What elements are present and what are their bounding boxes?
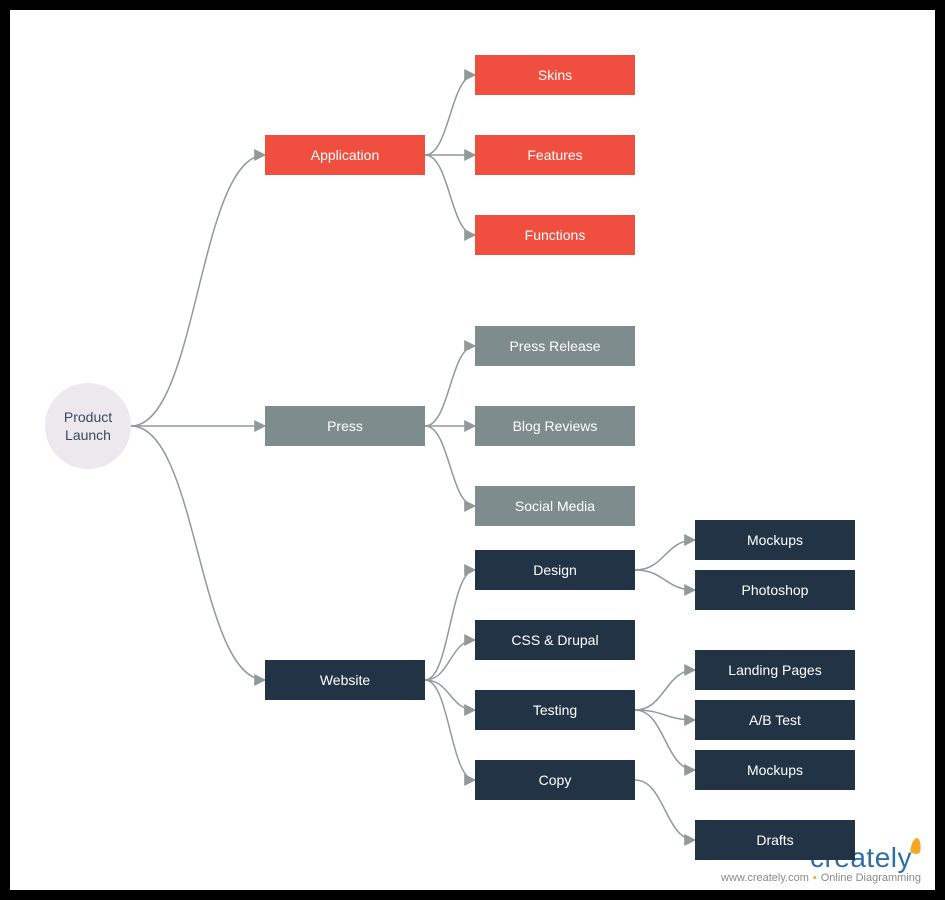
node-label-website: Website — [320, 672, 370, 688]
root-node-label: ProductLaunch — [64, 408, 112, 444]
node-application: Application — [265, 135, 425, 175]
node-drafts: Drafts — [695, 820, 855, 860]
node-css-drupal: CSS & Drupal — [475, 620, 635, 660]
node-label-mockups1: Mockups — [747, 532, 803, 548]
diagram-frame: ProductLaunch creately www.creately.com•… — [0, 0, 945, 900]
node-label-mockups2: Mockups — [747, 762, 803, 778]
node-mockups1: Mockups — [695, 520, 855, 560]
node-label-testing: Testing — [533, 702, 577, 718]
node-label-blog-reviews: Blog Reviews — [513, 418, 598, 434]
node-design: Design — [475, 550, 635, 590]
node-label-css-drupal: CSS & Drupal — [511, 632, 598, 648]
node-label-design: Design — [533, 562, 577, 578]
node-mockups2: Mockups — [695, 750, 855, 790]
flame-icon — [910, 837, 922, 854]
attribution-subline: www.creately.com • Online Diagramming — [721, 872, 921, 884]
node-features: Features — [475, 135, 635, 175]
node-label-photoshop: Photoshop — [742, 582, 809, 598]
node-blog-reviews: Blog Reviews — [475, 406, 635, 446]
root-node-product-launch: ProductLaunch — [45, 383, 131, 469]
node-label-copy: Copy — [539, 772, 572, 788]
node-label-landing-pages: Landing Pages — [728, 662, 821, 678]
node-functions: Functions — [475, 215, 635, 255]
node-copy: Copy — [475, 760, 635, 800]
node-label-press-release: Press Release — [509, 338, 600, 354]
node-testing: Testing — [475, 690, 635, 730]
node-landing-pages: Landing Pages — [695, 650, 855, 690]
separator-dot: • — [813, 872, 817, 884]
node-label-skins: Skins — [538, 67, 572, 83]
node-label-features: Features — [527, 147, 582, 163]
diagram-canvas: ProductLaunch creately www.creately.com•… — [10, 10, 935, 890]
node-website: Website — [265, 660, 425, 700]
node-label-press: Press — [327, 418, 363, 434]
node-photoshop: Photoshop — [695, 570, 855, 610]
node-press-release: Press Release — [475, 326, 635, 366]
attribution-tagline: Online Diagramming — [821, 872, 921, 884]
attribution-url: www.creately.com — [721, 872, 809, 884]
node-label-drafts: Drafts — [756, 832, 793, 848]
node-social-media: Social Media — [475, 486, 635, 526]
node-label-ab-test: A/B Test — [749, 712, 801, 728]
node-ab-test: A/B Test — [695, 700, 855, 740]
node-press: Press — [265, 406, 425, 446]
node-skins: Skins — [475, 55, 635, 95]
node-label-functions: Functions — [525, 227, 586, 243]
node-label-social-media: Social Media — [515, 498, 595, 514]
node-label-application: Application — [311, 147, 380, 163]
